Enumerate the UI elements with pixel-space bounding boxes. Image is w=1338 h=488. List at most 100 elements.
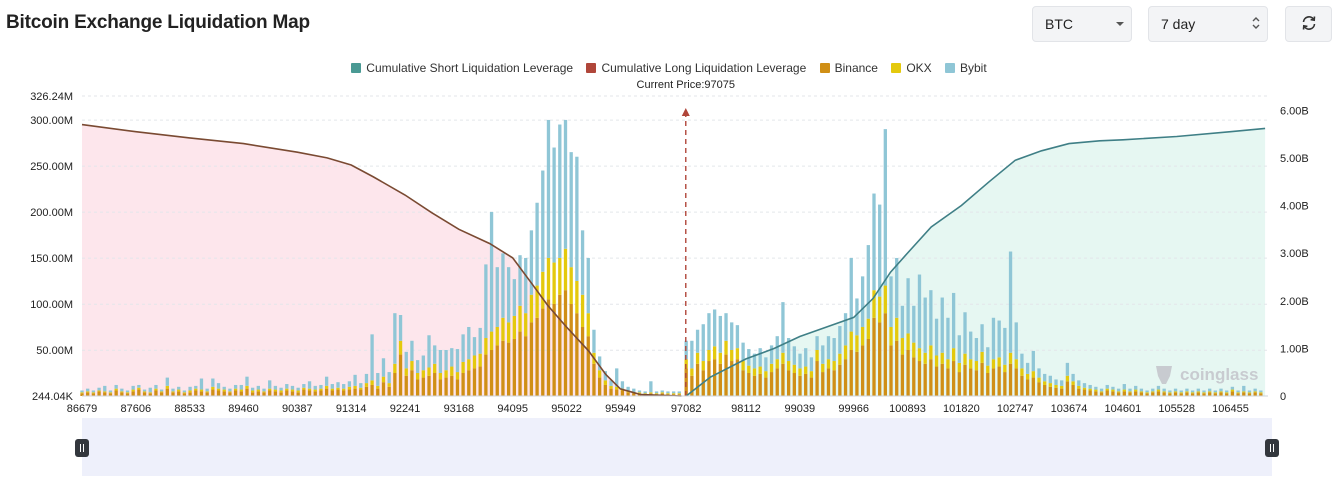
coinglass-logo-shape: [1156, 366, 1172, 384]
bar-okx: [376, 385, 380, 389]
bar-bybit: [575, 156, 579, 281]
bar-bybit: [769, 345, 774, 364]
bar-okx: [558, 257, 562, 295]
bar-okx: [660, 392, 664, 394]
bar-bybit: [849, 257, 853, 332]
bar-binance: [1014, 368, 1018, 396]
bar-binance: [1162, 392, 1166, 396]
bar-bybit: [872, 193, 876, 291]
bar-bybit: [370, 334, 374, 381]
slider-handle-right[interactable]: [1265, 439, 1279, 457]
bar-binance: [1128, 392, 1132, 396]
bar-bybit: [506, 267, 511, 323]
x-tick-label: 89460: [228, 403, 259, 415]
bar-bybit: [359, 383, 363, 388]
bar-okx: [1094, 389, 1098, 392]
bar-binance: [991, 368, 996, 396]
bar-binance: [80, 393, 84, 396]
bar-okx: [250, 390, 255, 393]
bar-okx: [889, 326, 893, 346]
bar-binance: [1094, 391, 1098, 396]
bar-binance: [620, 390, 625, 396]
bar-okx: [1043, 381, 1047, 385]
legend-short-cumulative[interactable]: Cumulative Short Liquidation Leverage: [351, 61, 573, 75]
bar-okx: [438, 372, 443, 380]
bar-bybit: [393, 313, 397, 364]
bar-okx: [1242, 391, 1246, 393]
bar-bybit: [946, 317, 950, 360]
bar-okx: [752, 368, 757, 376]
x-tick-label: 95022: [551, 403, 582, 415]
bar-bybit: [421, 355, 425, 371]
bar-bybit: [188, 386, 192, 391]
bar-okx: [393, 363, 397, 373]
bar-binance: [889, 345, 893, 396]
bar-binance: [250, 392, 255, 396]
bar-bybit: [376, 372, 380, 386]
bar-binance: [444, 377, 448, 396]
legend-okx[interactable]: OKX: [891, 61, 932, 75]
bar-binance: [154, 390, 158, 396]
bar-binance: [1156, 391, 1161, 396]
updown-chevron-icon: [1245, 16, 1267, 33]
bar-bybit: [724, 313, 728, 341]
x-tick-label: 97082: [671, 403, 702, 415]
bar-bybit: [951, 292, 956, 349]
y-left-tick-label: 300.00M: [30, 115, 73, 127]
bar-binance: [524, 336, 528, 396]
bar-binance: [1202, 393, 1206, 396]
coin-select[interactable]: BTC: [1032, 6, 1132, 42]
legend-binance[interactable]: Binance: [819, 61, 878, 75]
bar-binance: [592, 363, 596, 396]
bar-binance: [878, 322, 882, 396]
bar-bybit: [1259, 390, 1263, 393]
bar-bybit: [177, 386, 181, 390]
bar-bybit: [730, 322, 734, 350]
bar-binance: [467, 370, 471, 396]
bar-binance: [832, 370, 836, 396]
bar-okx: [427, 367, 431, 376]
bar-okx: [940, 352, 944, 364]
bar-okx: [1088, 388, 1092, 391]
bar-bybit: [1253, 388, 1257, 392]
bar-okx: [404, 368, 408, 376]
bar-okx: [296, 390, 300, 393]
bar-okx: [142, 391, 147, 393]
bar-binance: [1003, 372, 1007, 396]
bar-binance: [1043, 384, 1047, 396]
bar-bybit: [1196, 388, 1200, 392]
bar-okx: [758, 366, 762, 374]
slider-handle-left[interactable]: [75, 439, 89, 457]
y-right-tick-label: 2.00B: [1280, 296, 1309, 308]
bar-bybit: [552, 147, 556, 263]
bar-bybit: [660, 390, 664, 393]
range-select[interactable]: 7 day: [1148, 6, 1268, 42]
legend-bybit[interactable]: Bybit: [945, 61, 987, 75]
refresh-button[interactable]: [1285, 6, 1332, 42]
bar-bybit: [137, 384, 141, 388]
bar-okx: [895, 317, 899, 341]
bar-okx: [205, 391, 209, 393]
bar-okx: [444, 370, 448, 378]
bar-okx: [1156, 389, 1161, 392]
bar-bybit: [1105, 384, 1109, 389]
cumulative-lines: [81, 123, 1266, 397]
bar-binance: [495, 345, 499, 396]
bar-okx: [695, 352, 700, 364]
bar-bybit: [495, 267, 499, 327]
bar-okx: [239, 389, 243, 392]
legend-long-cumulative[interactable]: Cumulative Long Liquidation Leverage: [586, 61, 806, 75]
bar-okx: [1122, 389, 1126, 392]
bar-bybit: [997, 320, 1001, 358]
bar-okx: [1196, 391, 1200, 393]
bar-okx: [878, 296, 882, 323]
bar-binance: [940, 363, 944, 396]
bar-okx: [347, 386, 352, 390]
zoom-slider[interactable]: [75, 418, 1279, 476]
bar-bybit: [142, 389, 147, 392]
x-tick-label: 102747: [997, 403, 1034, 415]
bar-binance: [855, 351, 859, 396]
bar-okx: [1134, 389, 1138, 392]
bar-binance: [1173, 392, 1178, 396]
bar-okx: [1014, 359, 1018, 369]
